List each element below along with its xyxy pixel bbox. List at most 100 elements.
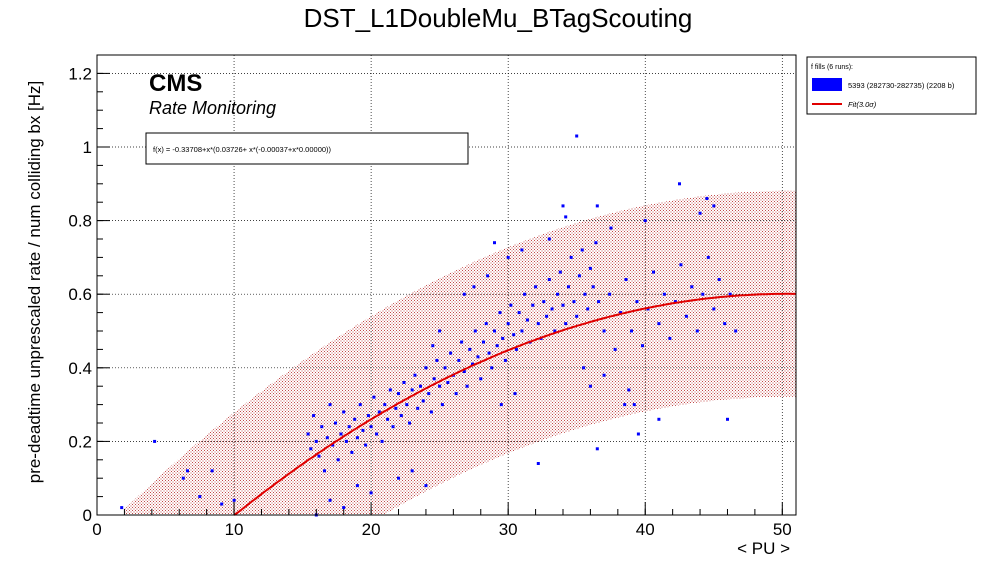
data-point	[394, 406, 398, 410]
data-point	[564, 322, 568, 326]
data-point	[595, 204, 599, 208]
data-point	[619, 311, 623, 315]
data-point	[602, 329, 606, 333]
legend-swatch-box	[812, 78, 842, 91]
data-point	[388, 388, 392, 392]
data-point	[558, 270, 562, 274]
data-point	[561, 204, 565, 208]
data-point	[361, 428, 365, 432]
data-point	[421, 399, 425, 403]
data-point	[410, 388, 414, 392]
data-point	[636, 432, 640, 436]
data-point	[501, 336, 505, 340]
data-point	[429, 410, 433, 414]
data-point	[662, 292, 666, 296]
data-point	[325, 436, 329, 440]
data-point	[314, 439, 318, 443]
plot-frame	[96, 54, 797, 516]
data-point	[684, 314, 688, 318]
data-point	[646, 307, 650, 311]
data-point	[712, 204, 716, 208]
data-point	[572, 300, 576, 304]
y-tick-label: 0.6	[68, 285, 92, 304]
data-point	[440, 403, 444, 407]
data-point	[380, 439, 384, 443]
x-tick-label: 20	[362, 520, 381, 539]
data-point	[520, 248, 524, 252]
data-point	[424, 366, 428, 370]
data-point	[583, 292, 587, 296]
data-point	[232, 498, 236, 502]
data-point	[460, 340, 464, 344]
data-point	[561, 303, 565, 307]
y-tick-label: 1	[83, 138, 92, 157]
x-tick-label: 50	[773, 520, 792, 539]
data-point	[595, 447, 599, 451]
data-point	[698, 211, 702, 215]
data-point	[536, 322, 540, 326]
legend: f fills (6 runs): 5393 (282730-282735) (…	[806, 56, 977, 115]
data-point	[468, 347, 472, 351]
data-point	[355, 484, 359, 488]
data-point	[630, 329, 633, 333]
data-point	[347, 425, 351, 429]
data-point	[317, 454, 321, 458]
data-point	[550, 307, 554, 311]
data-point	[673, 300, 677, 304]
data-point	[490, 366, 494, 370]
data-point	[506, 322, 510, 326]
data-point	[323, 469, 326, 473]
data-point	[623, 403, 627, 407]
fit-line	[233, 292, 796, 516]
data-point	[668, 336, 672, 340]
data-point	[344, 439, 348, 443]
data-point	[210, 469, 214, 473]
data-point	[405, 403, 409, 407]
data-point	[487, 351, 491, 355]
data-point	[602, 373, 606, 377]
data-point	[358, 403, 362, 407]
data-point	[520, 329, 524, 333]
data-point	[705, 197, 709, 200]
data-point	[432, 377, 436, 381]
data-point	[556, 292, 559, 296]
data-point	[580, 248, 584, 252]
data-point	[624, 278, 628, 281]
x-tick-label: 40	[636, 520, 655, 539]
y-tick-label: 0.8	[68, 212, 92, 231]
y-tick-label: 0.4	[68, 359, 92, 378]
data-point	[575, 314, 579, 318]
fit-uncertainty-band	[124, 190, 796, 516]
data-point	[482, 340, 485, 344]
data-point	[728, 292, 732, 296]
data-point	[695, 329, 699, 333]
data-point	[419, 384, 422, 388]
data-point	[652, 270, 655, 274]
data-point	[320, 425, 324, 429]
fit-formula: f(x) = -0.33708+x*(0.03726+ x*(-0.00037+…	[153, 145, 332, 154]
data-point	[413, 373, 417, 377]
data-point	[712, 307, 716, 311]
fit-band	[124, 190, 796, 516]
y-tick-label: 0.2	[68, 432, 92, 451]
data-point	[509, 303, 513, 307]
data-point	[512, 333, 516, 337]
data-point	[486, 274, 490, 278]
legend-fit-label: Fit(3.0σ)	[848, 100, 877, 109]
data-point	[484, 322, 488, 326]
data-point	[375, 432, 379, 436]
data-point	[493, 329, 496, 333]
data-point	[542, 300, 546, 304]
data-point	[454, 392, 458, 396]
data-point	[328, 498, 332, 502]
data-point	[181, 476, 185, 480]
data-point	[397, 392, 400, 396]
data-point	[424, 484, 428, 488]
data-point	[399, 414, 403, 418]
data-point	[726, 417, 729, 421]
data-point	[641, 344, 644, 348]
data-point	[438, 329, 442, 333]
data-point	[336, 458, 340, 462]
data-point	[391, 425, 395, 429]
